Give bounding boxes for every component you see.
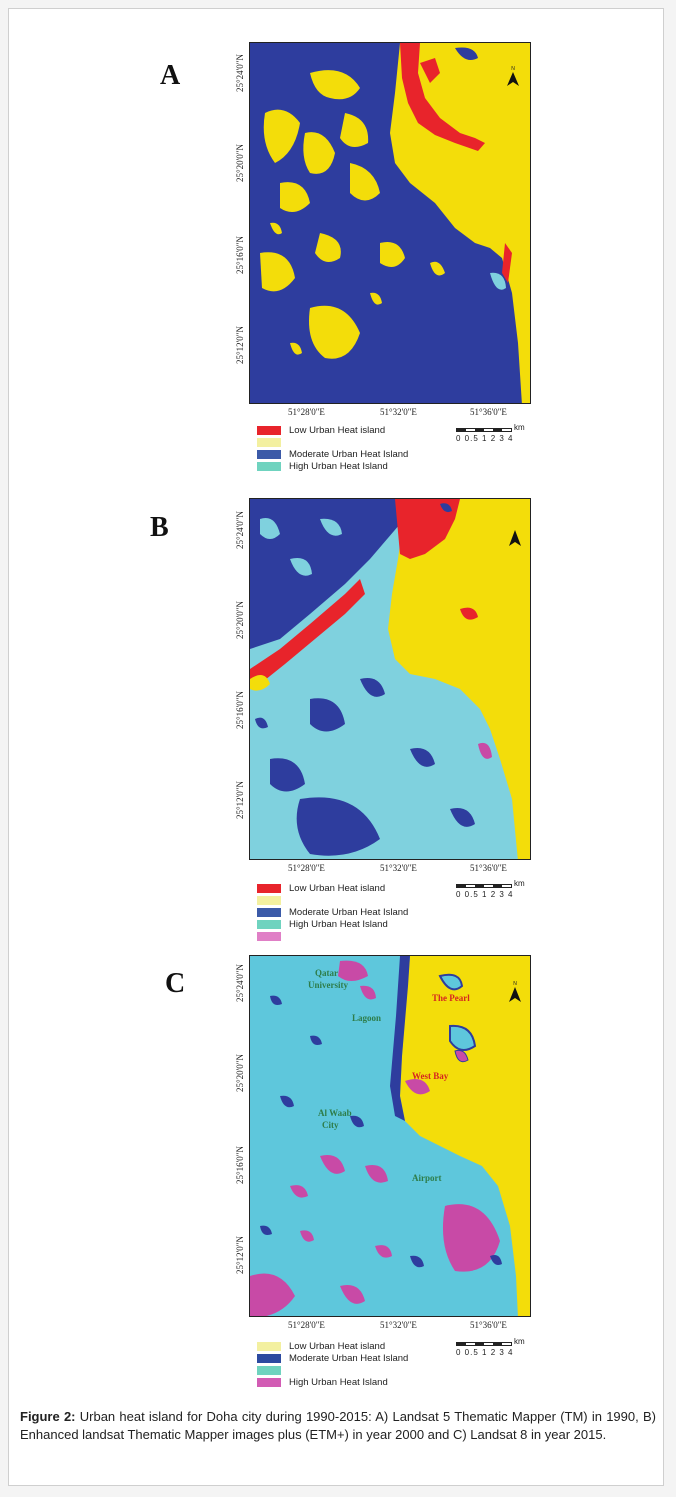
- panel-a-lon-3: 51°36'0"E: [470, 407, 507, 417]
- scale-ticks: 0 0.5 1 2 3 4: [456, 1348, 514, 1357]
- legend-label: High Urban Heat Island: [289, 918, 388, 930]
- panel-c-north-arrow-icon: N: [509, 981, 521, 1002]
- legend-swatch: [257, 425, 281, 435]
- legend-swatch: [257, 919, 281, 929]
- caption-text: Urban heat island for Doha city during 1…: [20, 1409, 656, 1442]
- panel-c-lat-3: 25°16'0"N: [235, 1146, 245, 1184]
- panel-c-lat-1: 25°24'0"N: [235, 964, 245, 1002]
- legend-row: [257, 930, 408, 942]
- svg-text:N: N: [511, 66, 515, 72]
- legend-swatch: [257, 437, 281, 447]
- panel-a-scale-bar: km 0 0.5 1 2 3 4: [456, 423, 546, 443]
- panel-b-north-arrow-icon: [509, 530, 521, 546]
- place-qatar: Qatar: [315, 968, 338, 978]
- panel-b-scale-bar: km 0 0.5 1 2 3 4: [456, 879, 546, 899]
- panel-a-map: [249, 42, 531, 404]
- panel-a-north-arrow-icon: N: [507, 66, 519, 86]
- place-university: University: [308, 980, 348, 990]
- panel-b-lon-2: 51°32'0"E: [380, 863, 417, 873]
- legend-label: Moderate Urban Heat Island: [289, 448, 409, 460]
- legend-label: Moderate Urban Heat Island: [289, 906, 409, 918]
- legend-row: [257, 436, 408, 448]
- legend-swatch: [257, 931, 281, 941]
- legend-row: Low Urban Heat island: [257, 1340, 408, 1352]
- panel-c-scale-bar: km 0 0.5 1 2 3 4: [456, 1337, 546, 1357]
- scale-ticks: 0 0.5 1 2 3 4: [456, 434, 514, 443]
- legend-swatch: [257, 883, 281, 893]
- panel-b-letter: B: [150, 512, 169, 543]
- legend-row: [257, 894, 408, 906]
- panel-c-lat-4: 25°12'0"N: [235, 1236, 245, 1274]
- panel-c-lon-2: 51°32'0"E: [380, 1320, 417, 1330]
- legend-swatch: [257, 907, 281, 917]
- panel-b-lon-3: 51°36'0"E: [470, 863, 507, 873]
- legend-swatch: [257, 895, 281, 905]
- panel-b-lat-1: 25°24'0"N: [235, 511, 245, 549]
- legend-swatch: [257, 1377, 281, 1387]
- legend-row: Low Urban Heat island: [257, 424, 408, 436]
- scale-unit: km: [514, 423, 525, 432]
- place-city: City: [322, 1120, 339, 1130]
- legend-swatch: [257, 1353, 281, 1363]
- legend-swatch: [257, 1365, 281, 1375]
- legend-row: High Urban Heat Island: [257, 1376, 408, 1388]
- panel-c-map: [249, 955, 531, 1317]
- panel-c-lon-3: 51°36'0"E: [470, 1320, 507, 1330]
- figure-caption: Figure 2: Urban heat island for Doha cit…: [20, 1408, 656, 1444]
- place-the-pearl: The Pearl: [432, 993, 470, 1003]
- legend-label: High Urban Heat Island: [289, 460, 388, 472]
- place-al-waab: Al Waab: [318, 1108, 352, 1118]
- place-lagoon: Lagoon: [352, 1013, 382, 1023]
- panel-a-lat-2: 25°20'0"N: [235, 144, 245, 182]
- scale-unit: km: [514, 879, 525, 888]
- legend-row: Moderate Urban Heat Island: [257, 448, 408, 460]
- legend-label: Low Urban Heat island: [289, 424, 386, 436]
- panel-a-lon-1: 51°28'0"E: [288, 407, 325, 417]
- legend-label: Low Urban Heat island: [289, 1340, 386, 1352]
- legend-swatch: [257, 449, 281, 459]
- legend-swatch: [257, 1341, 281, 1351]
- legend-row: High Urban Heat Island: [257, 460, 408, 472]
- panel-c-legend: Low Urban Heat island Moderate Urban Hea…: [257, 1340, 408, 1388]
- legend-row: [257, 1364, 408, 1376]
- panel-c-lat-2: 25°20'0"N: [235, 1054, 245, 1092]
- scale-ticks: 0 0.5 1 2 3 4: [456, 890, 514, 899]
- panel-a-lat-1: 25°24'0"N: [235, 54, 245, 92]
- caption-label: Figure 2:: [20, 1409, 76, 1424]
- panel-b-lat-3: 25°16'0"N: [235, 691, 245, 729]
- scale-unit: km: [514, 1337, 525, 1346]
- panel-b-lat-2: 25°20'0"N: [235, 601, 245, 639]
- legend-row: High Urban Heat Island: [257, 918, 408, 930]
- legend-row: Low Urban Heat island: [257, 882, 408, 894]
- place-west-bay: West Bay: [412, 1071, 449, 1081]
- panel-b-map: [249, 498, 531, 860]
- panel-a-lat-3: 25°16'0"N: [235, 236, 245, 274]
- legend-swatch: [257, 461, 281, 471]
- legend-label: High Urban Heat Island: [289, 1376, 388, 1388]
- panel-c-letter: C: [165, 968, 186, 999]
- svg-text:N: N: [513, 981, 517, 987]
- panel-b-legend: Low Urban Heat island Moderate Urban Hea…: [257, 882, 408, 942]
- legend-label: Moderate Urban Heat Island: [289, 1352, 409, 1364]
- legend-row: Moderate Urban Heat Island: [257, 906, 408, 918]
- panel-c-lon-1: 51°28'0"E: [288, 1320, 325, 1330]
- panel-a-legend: Low Urban Heat island Moderate Urban Hea…: [257, 424, 408, 472]
- panel-a-lat-4: 25°12'0"N: [235, 326, 245, 364]
- legend-row: Moderate Urban Heat Island: [257, 1352, 408, 1364]
- place-airport: Airport: [412, 1173, 442, 1183]
- legend-label: Low Urban Heat island: [289, 882, 386, 894]
- panel-b-lat-4: 25°12'0"N: [235, 781, 245, 819]
- panel-a-letter: A: [160, 60, 181, 91]
- panel-a-lon-2: 51°32'0"E: [380, 407, 417, 417]
- panel-b-lon-1: 51°28'0"E: [288, 863, 325, 873]
